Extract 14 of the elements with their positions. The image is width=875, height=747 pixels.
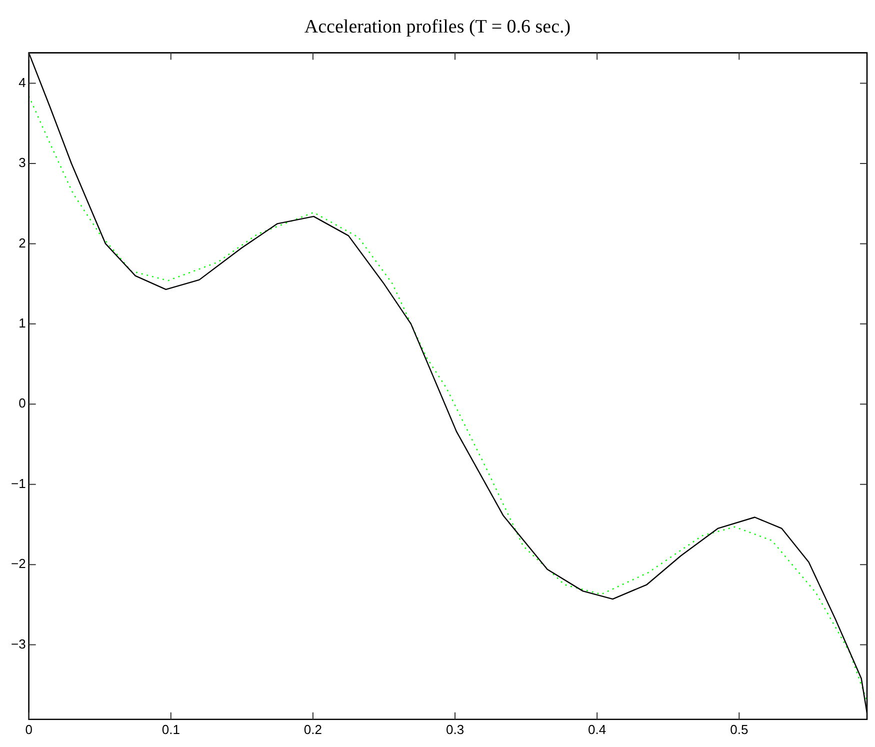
x-tick-label: 0.4 — [588, 722, 606, 737]
x-tick-label: 0.5 — [730, 722, 748, 737]
y-tick-label: 3 — [18, 155, 26, 170]
x-tick-label: 0.1 — [162, 722, 180, 737]
x-tick-label: 0.2 — [304, 722, 322, 737]
y-tick-label: 1 — [18, 316, 26, 331]
x-tick-label: 0.3 — [446, 722, 464, 737]
y-tick-label: −3 — [10, 636, 26, 652]
y-tick-label: −1 — [10, 476, 26, 491]
y-tick-label: 4 — [18, 74, 26, 90]
y-tick-label: 2 — [18, 235, 26, 250]
y-tick-label: 0 — [18, 396, 26, 411]
chart-title: Acceleration profiles (T = 0.6 sec.) — [304, 16, 571, 38]
y-tick-label: −2 — [10, 556, 26, 572]
